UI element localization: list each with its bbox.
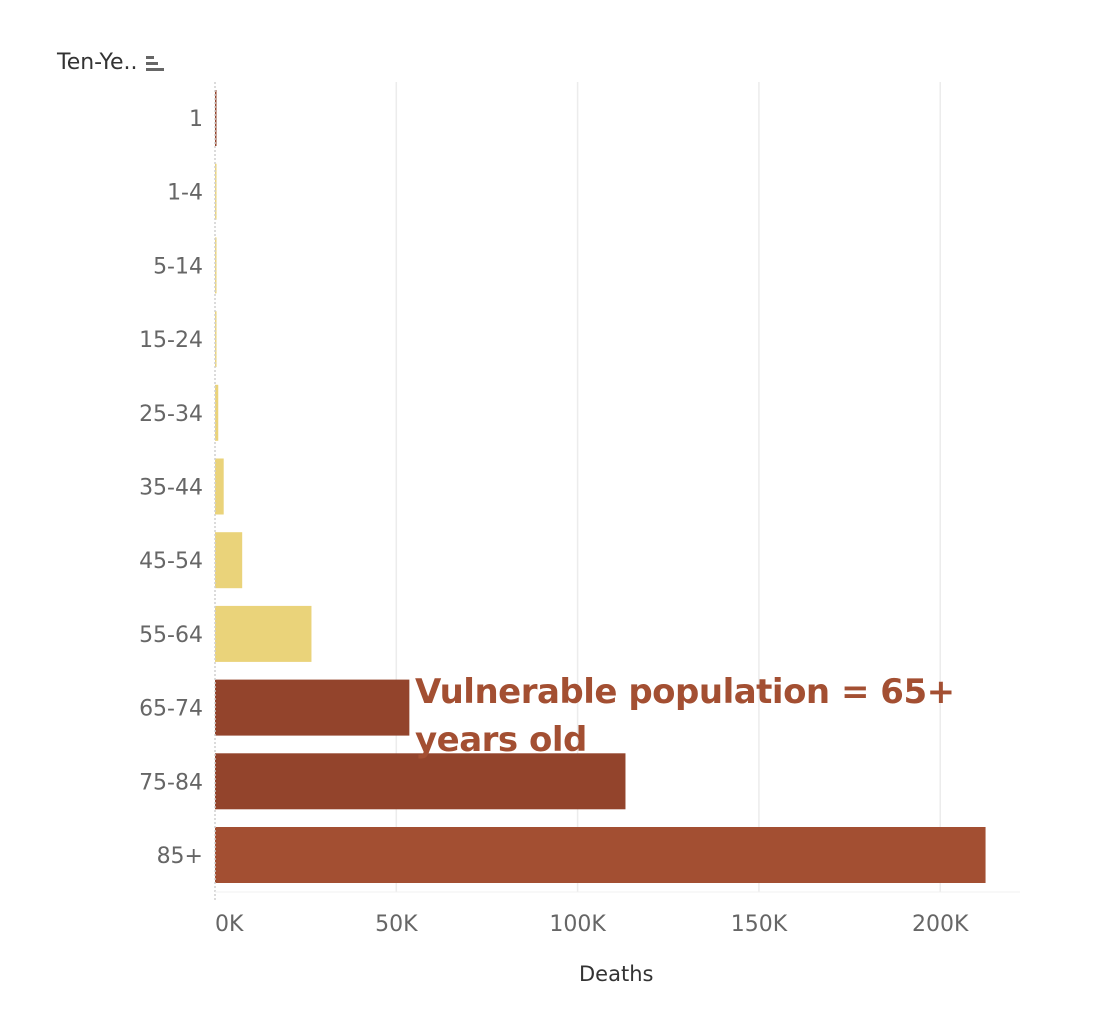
x-axis-title: Deaths (579, 962, 654, 986)
y-tick-label: 1-4 (167, 181, 203, 206)
bar-85plus[interactable] (215, 827, 986, 883)
x-tick-label: 150K (731, 912, 788, 937)
y-tick-label: 15-24 (139, 328, 203, 353)
y-axis-header[interactable]: Ten-Ye.. (57, 50, 166, 75)
chart-annotation: Vulnerable population = 65+ years old (415, 672, 955, 760)
y-tick-label: 25-34 (139, 402, 203, 427)
x-tick-label: 100K (549, 912, 606, 937)
bar-35-44[interactable] (215, 458, 224, 515)
bar-65-74[interactable] (215, 679, 410, 736)
y-tick-label: 65-74 (139, 697, 203, 722)
bar-55-64[interactable] (215, 605, 312, 662)
bar-75-84[interactable] (215, 753, 626, 810)
x-tick-label: 50K (375, 912, 418, 937)
y-tick-label: 85+ (157, 844, 203, 869)
bar-45-54[interactable] (215, 532, 243, 589)
y-tick-label: 5-14 (153, 254, 203, 279)
bar-25-34[interactable] (215, 384, 219, 441)
y-tick-label: 75-84 (139, 770, 203, 795)
y-axis-title: Ten-Ye.. (57, 50, 138, 75)
x-tick-label: 0K (215, 912, 244, 937)
y-tick-label: 1 (189, 107, 203, 132)
y-tick-label: 55-64 (139, 623, 203, 648)
tick-labels: 1 1-4 5-14 15-24 25-34 35-44 45-54 55-64 65-74 75… (139, 107, 969, 937)
y-tick-label: 45-54 (139, 549, 203, 574)
bars (215, 90, 986, 883)
x-tick-label: 200K (912, 912, 969, 937)
sort-icon[interactable] (144, 54, 166, 72)
bar-5-14[interactable] (215, 237, 217, 294)
y-tick-label: 35-44 (139, 476, 203, 501)
axes (214, 82, 1020, 900)
